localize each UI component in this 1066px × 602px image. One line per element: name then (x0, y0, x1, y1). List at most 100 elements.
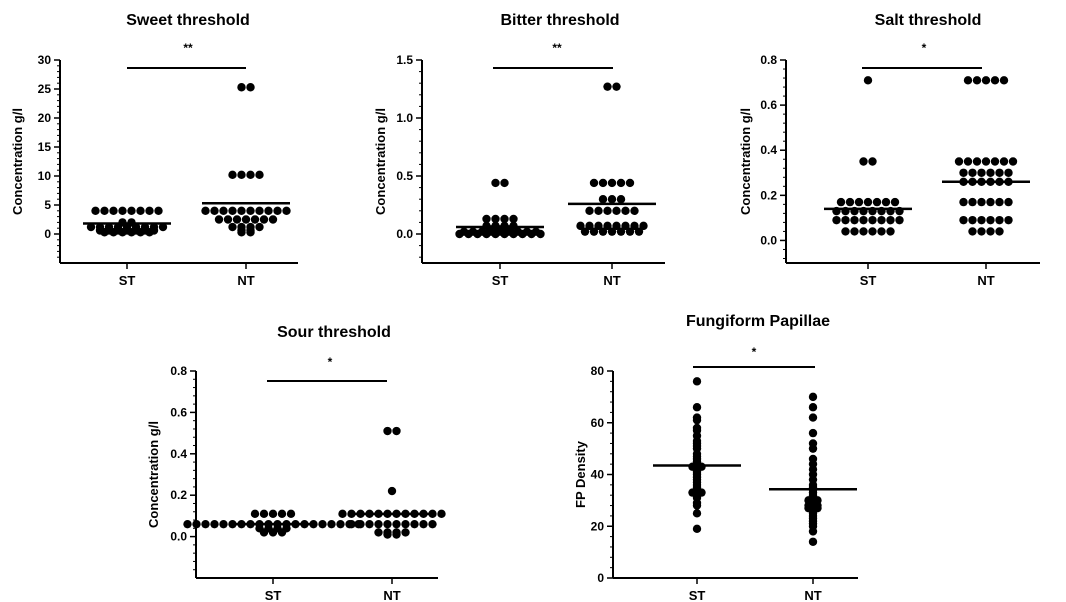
data-point (347, 519, 356, 529)
data-point (995, 168, 1004, 177)
data-point (585, 221, 594, 231)
x-tick-label-st: ST (689, 588, 706, 602)
data-point (118, 206, 127, 215)
x-tick-label-st: ST (492, 273, 509, 288)
y-tick-label: 0.4 (170, 447, 187, 461)
data-point (273, 206, 282, 215)
y-tick-label: 0.8 (170, 364, 187, 378)
data-point (616, 195, 626, 204)
data-point (977, 168, 986, 177)
data-point (513, 227, 523, 236)
bitter-threshold-panel: Bitter threshold Concentration g/l 0.0 0.5 1… (373, 12, 665, 288)
y-tick-label: 0.2 (760, 188, 777, 202)
data-point (868, 227, 877, 236)
data-point (808, 428, 818, 438)
data-point (383, 528, 392, 537)
data-point (968, 227, 977, 236)
data-point (264, 206, 273, 215)
y-axis-label: FP Density (573, 440, 588, 508)
data-point (692, 413, 702, 422)
data-point (977, 215, 986, 225)
data-point (832, 215, 841, 225)
data-point (428, 519, 437, 529)
data-point (246, 222, 255, 232)
y-tick-label: 0.0 (170, 530, 187, 544)
data-point (392, 519, 401, 529)
y-tick-label: 60 (591, 416, 605, 430)
chart-title: Sweet threshold (126, 12, 250, 29)
sweet-threshold-panel: Sweet threshold Concentration g/l 0 5 10 15 20… (10, 12, 298, 288)
data-point (237, 206, 246, 215)
y-axis-label: Concentration g/l (10, 108, 25, 215)
data-point (995, 227, 1004, 236)
chart-title: Bitter threshold (500, 12, 619, 29)
data-point (639, 221, 648, 231)
data-point (259, 215, 269, 224)
data-point (808, 413, 818, 422)
data-point (607, 195, 617, 204)
data-point (91, 206, 100, 215)
data-point (589, 178, 599, 188)
chart-title: Salt threshold (875, 12, 982, 29)
y-tick-label: 0.6 (170, 405, 187, 419)
chart-title: Sour threshold (277, 324, 391, 341)
data-point (268, 509, 278, 519)
data-point (336, 519, 345, 529)
x-tick-label-st: ST (265, 588, 282, 602)
data-point (995, 215, 1004, 225)
data-point (999, 157, 1009, 166)
significance-label: * (922, 41, 927, 55)
data-point (219, 519, 228, 529)
data-point (468, 227, 478, 236)
data-point (598, 227, 608, 236)
y-tick-label: 25 (38, 82, 52, 96)
data-point (214, 215, 224, 224)
data-point (972, 157, 982, 166)
data-point (808, 439, 818, 448)
data-point (192, 519, 201, 529)
data-point (365, 519, 374, 529)
data-point (491, 214, 500, 224)
sour-threshold-panel: Sour threshold Concentration g/l 0.0 0.2 0.4… (146, 324, 446, 602)
data-point (990, 157, 1000, 166)
data-point (392, 426, 401, 436)
data-point (509, 214, 518, 224)
data-point (410, 519, 419, 529)
data-point (594, 221, 603, 231)
data-point (268, 215, 278, 224)
data-point (401, 519, 410, 529)
data-point (1004, 168, 1013, 177)
data-point (228, 206, 237, 215)
data-point (589, 227, 599, 236)
data-point (808, 403, 818, 412)
data-point (477, 227, 487, 236)
data-point (859, 215, 868, 225)
data-point (959, 197, 968, 207)
data-point (356, 519, 365, 529)
data-point (437, 509, 446, 519)
data-point (237, 83, 246, 92)
data-point (877, 215, 886, 225)
data-point (977, 197, 986, 207)
data-point (836, 197, 846, 207)
data-point (607, 178, 617, 188)
data-point (237, 222, 246, 232)
y-axis-label: Concentration g/l (146, 421, 161, 528)
data-point (872, 197, 882, 207)
data-point (246, 83, 255, 92)
y-tick-label: 0.5 (396, 169, 413, 183)
data-point (259, 509, 269, 519)
data-point (968, 168, 977, 177)
data-point (223, 215, 233, 224)
data-point (621, 206, 630, 215)
data-point (401, 528, 410, 537)
data-point (580, 227, 590, 236)
data-point (986, 227, 995, 236)
y-tick-label: 80 (591, 364, 605, 378)
data-point (625, 227, 635, 236)
x-tick-label-nt: NT (804, 588, 821, 602)
x-tick-label-nt: NT (383, 588, 400, 602)
data-point (692, 524, 702, 534)
data-point (419, 519, 428, 529)
data-point (868, 215, 877, 225)
